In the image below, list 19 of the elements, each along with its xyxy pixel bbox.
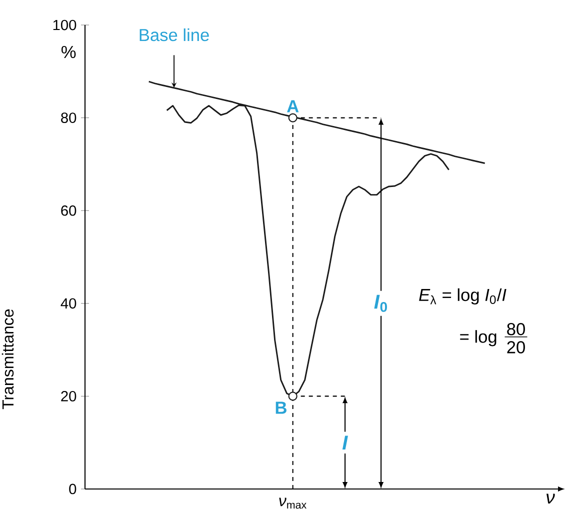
- text: %: [62, 46, 76, 58]
- y-tick-label: 100: [53, 20, 76, 30]
- annotation: = log: [460, 330, 496, 346]
- x-axis-title: ν: [546, 494, 555, 504]
- annotation: I$_{0}$: [374, 294, 387, 312]
- y-tick-label: 20: [61, 391, 76, 402]
- y-tick-label: 40: [60, 298, 76, 309]
- text: 80: [507, 322, 525, 336]
- data-label: A: [287, 100, 299, 112]
- annotation: Base line: [140, 28, 209, 42]
- annotation: E$_{λ}$ = log I$_{0}$/I: [419, 288, 506, 305]
- text: 20: [507, 341, 525, 354]
- annotation: I: [342, 436, 348, 450]
- data-label: B: [276, 402, 286, 414]
- y-axis-title: Transmittance: [2, 309, 14, 410]
- y-tick-label: 80: [61, 112, 76, 123]
- y-tick-label: 60: [61, 205, 76, 216]
- text: ν$_{max}$: [279, 498, 306, 509]
- y-tick-label: 0: [69, 484, 76, 494]
